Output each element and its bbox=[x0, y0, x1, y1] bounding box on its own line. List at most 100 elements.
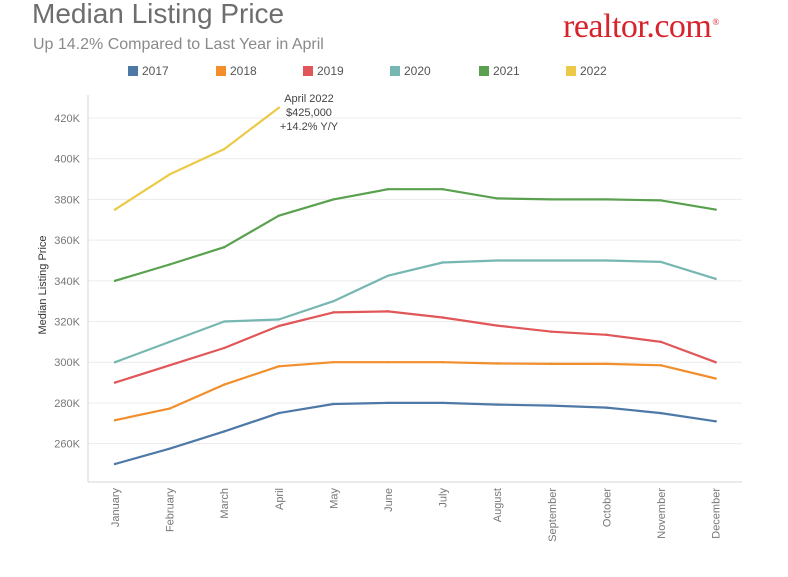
series-line-2020 bbox=[113, 259, 717, 364]
annotation-line: +14.2% Y/Y bbox=[280, 121, 339, 133]
data-point-2018 bbox=[441, 361, 444, 364]
data-point-2020 bbox=[714, 277, 717, 280]
data-point-2021 bbox=[496, 197, 499, 200]
data-point-2018 bbox=[605, 362, 608, 366]
data-point-2019 bbox=[441, 316, 444, 319]
logo-text: realtor.com bbox=[563, 8, 712, 45]
series-line-2017 bbox=[113, 401, 717, 466]
legend-label: 2021 bbox=[493, 64, 520, 78]
legend-label: 2022 bbox=[580, 64, 607, 78]
data-point-2018 bbox=[550, 362, 553, 366]
x-tick-label: January bbox=[110, 488, 122, 528]
data-point-2017 bbox=[659, 411, 663, 415]
annotation-line: $425,000 bbox=[286, 107, 332, 119]
data-point-2017 bbox=[605, 406, 608, 409]
data-point-2021 bbox=[332, 198, 335, 201]
data-point-2017 bbox=[714, 420, 717, 423]
data-point-2017 bbox=[386, 401, 390, 405]
realtor-logo: realtor.com® bbox=[563, 8, 719, 46]
legend-swatch bbox=[479, 66, 489, 76]
data-point-2020 bbox=[550, 259, 553, 262]
y-tick-label: 420K bbox=[54, 113, 80, 125]
legend-label: 2018 bbox=[230, 64, 257, 78]
x-tick-label: December bbox=[711, 488, 723, 539]
data-point-2018 bbox=[496, 362, 499, 365]
data-point-2019 bbox=[496, 324, 499, 327]
y-tick-label: 320K bbox=[54, 317, 80, 329]
legend-item-2019: 2019 bbox=[303, 64, 344, 78]
data-point-2020 bbox=[441, 261, 444, 264]
data-point-2017 bbox=[223, 430, 226, 433]
data-point-2020 bbox=[659, 260, 663, 264]
data-point-2020 bbox=[113, 361, 117, 364]
data-point-2020 bbox=[223, 320, 226, 323]
legend-item-2017: 2017 bbox=[128, 64, 169, 78]
x-tick-label: April bbox=[274, 488, 286, 510]
data-point-2021 bbox=[113, 279, 117, 283]
data-point-2022 bbox=[113, 208, 117, 211]
data-point-2020 bbox=[168, 340, 171, 344]
y-tick-label: 400K bbox=[54, 154, 80, 166]
data-point-2019 bbox=[605, 333, 608, 336]
data-point-2019 bbox=[659, 340, 663, 344]
logo-registered-mark: ® bbox=[712, 16, 719, 27]
data-point-2021 bbox=[223, 246, 226, 249]
y-tick-label: 260K bbox=[54, 439, 80, 451]
data-point-2017 bbox=[332, 402, 335, 406]
x-tick-label: February bbox=[165, 488, 177, 533]
chart-subtitle: Up 14.2% Compared to Last Year in April bbox=[33, 36, 324, 53]
data-point-2018 bbox=[113, 419, 117, 422]
data-point-2018 bbox=[714, 377, 717, 380]
data-point-2021 bbox=[659, 199, 663, 202]
data-point-2019 bbox=[168, 364, 171, 367]
legend-item-2020: 2020 bbox=[390, 64, 431, 78]
x-tick-label: July bbox=[438, 488, 450, 508]
legend-item-2021: 2021 bbox=[479, 64, 520, 78]
data-point-2020 bbox=[386, 274, 390, 277]
legend-swatch bbox=[390, 66, 400, 76]
data-point-2022 bbox=[277, 106, 280, 110]
data-point-2019 bbox=[386, 310, 390, 313]
legend-item-2022: 2022 bbox=[566, 64, 607, 78]
data-point-2021 bbox=[550, 198, 553, 201]
annotation-line: April 2022 bbox=[284, 93, 334, 105]
y-tick-label: 380K bbox=[54, 194, 80, 206]
x-tick-label: March bbox=[219, 488, 231, 519]
y-axis-title: Median Listing Price bbox=[37, 235, 49, 334]
y-tick-label: 360K bbox=[54, 235, 80, 247]
data-point-2021 bbox=[605, 198, 608, 201]
data-point-2020 bbox=[605, 259, 608, 262]
data-point-2019 bbox=[714, 361, 717, 364]
legend-swatch bbox=[566, 66, 576, 76]
data-point-2019 bbox=[223, 346, 226, 350]
series-line-2022 bbox=[113, 106, 280, 211]
data-point-2017 bbox=[441, 401, 444, 405]
data-point-2017 bbox=[277, 411, 280, 415]
legend-label: 2017 bbox=[142, 64, 169, 78]
x-tick-label: November bbox=[656, 488, 668, 539]
data-point-2017 bbox=[113, 462, 117, 466]
legend-swatch bbox=[128, 66, 138, 76]
x-tick-label: May bbox=[328, 488, 340, 509]
data-point-2020 bbox=[496, 259, 499, 262]
x-tick-label: August bbox=[492, 488, 504, 522]
data-point-2019 bbox=[550, 330, 553, 333]
x-tick-label: October bbox=[601, 488, 613, 527]
data-point-2017 bbox=[550, 404, 553, 407]
data-point-2018 bbox=[168, 407, 171, 410]
data-point-2019 bbox=[277, 324, 280, 328]
data-point-2018 bbox=[386, 361, 390, 364]
series-line-2019 bbox=[113, 310, 717, 384]
series-line-2021 bbox=[113, 188, 717, 282]
legend-swatch bbox=[216, 66, 226, 76]
chart-title: Median Listing Price bbox=[32, 0, 285, 29]
data-point-2018 bbox=[659, 364, 663, 367]
data-point-2021 bbox=[277, 214, 280, 217]
data-point-2021 bbox=[168, 263, 171, 266]
data-point-2021 bbox=[441, 188, 444, 191]
x-tick-label: September bbox=[547, 488, 559, 542]
data-point-2019 bbox=[113, 381, 117, 384]
data-point-2022 bbox=[223, 147, 226, 151]
y-tick-label: 340K bbox=[54, 276, 80, 288]
